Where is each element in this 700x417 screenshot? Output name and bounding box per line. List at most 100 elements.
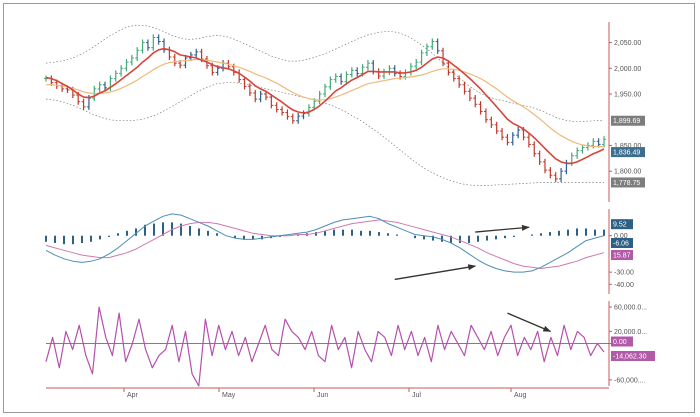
price-bar <box>559 168 564 182</box>
price-bar <box>344 71 349 85</box>
stock-indicator-chart: 2,050.00 2,000.00 1,950.00 1,850.00 1,800.00… <box>44 22 655 399</box>
upper-band-line <box>45 24 605 123</box>
volume-value-badge: -14,062.30 <box>611 351 655 361</box>
month-tick-label: Jun <box>317 392 328 399</box>
price-bar <box>355 67 360 77</box>
macd-value-badge: 15.87 <box>611 250 633 261</box>
price-bar <box>333 73 338 83</box>
price-bar <box>387 65 392 75</box>
chart-frame: 2,050.00 2,000.00 1,950.00 1,850.00 1,800.00… <box>3 3 695 413</box>
price-bar <box>162 38 167 53</box>
trend-arrow <box>475 224 530 233</box>
price-bar <box>505 134 510 146</box>
price-bar <box>602 136 606 148</box>
volume-value-badge: 0.00 <box>611 336 633 347</box>
price-bar <box>441 47 446 67</box>
price-bar <box>317 90 322 105</box>
macd-tick-label: -30.00 <box>614 270 634 277</box>
price-bar <box>510 132 515 146</box>
volume-oscillator-line <box>45 306 605 387</box>
price-bar <box>124 59 129 72</box>
price-bar <box>553 172 558 182</box>
price-bar <box>451 69 456 82</box>
volume-tick-label: 60,000.0... <box>614 305 647 312</box>
price-bar <box>81 98 86 110</box>
price-bar <box>489 116 494 128</box>
macd-line <box>45 213 605 273</box>
price-bar <box>564 159 569 175</box>
price-bar <box>376 68 381 80</box>
price-badge-box <box>611 147 645 158</box>
price-tick-label: 1,800.00 <box>614 169 641 176</box>
price-bar <box>151 34 156 51</box>
price-bar <box>135 47 140 62</box>
trend-arrow <box>394 264 477 281</box>
price-bar <box>301 110 306 120</box>
macd-tick-label: 0.00 <box>614 233 628 240</box>
price-bar <box>253 89 258 103</box>
price-bar <box>323 83 327 98</box>
price-bar <box>548 167 553 179</box>
slow-ma-line <box>46 58 604 148</box>
month-tick-label: Jul <box>412 392 421 399</box>
volume-panel: 60,000.0...20,000.0...0.00-60,000....0.0… <box>45 305 655 387</box>
lower-band-line <box>45 82 604 186</box>
price-bar <box>478 101 483 115</box>
price-tick-label: 2,000.00 <box>614 66 641 73</box>
price-badge-label: 1,778.75 <box>613 180 640 187</box>
price-bar <box>419 49 424 66</box>
price-value-badge: 1,836.49 <box>611 147 645 158</box>
price-tick-label: 1,850.00 <box>614 143 641 150</box>
price-bar <box>500 127 505 141</box>
macd-panel: 0.00 -30.00 -40.00 9.52 -6.06 15.87 <box>45 213 634 289</box>
macd-value-badge: 9.52 <box>611 219 633 230</box>
price-tick-label: 2,050.00 <box>614 40 641 47</box>
price-panel: 2,050.00 2,000.00 1,950.00 1,850.00 1,800.00… <box>44 24 645 188</box>
price-bar <box>156 34 161 45</box>
price-badge-label: 1,899.69 <box>613 118 640 125</box>
price-bar <box>145 39 150 51</box>
month-tick-label: May <box>222 392 236 399</box>
price-bar <box>494 121 499 135</box>
price-bar <box>172 53 177 67</box>
price-bar <box>339 73 344 85</box>
macd-badge-box <box>611 250 633 261</box>
price-bar <box>537 150 542 165</box>
price-bar <box>269 94 274 109</box>
price-badge-box <box>611 115 645 126</box>
price-bar <box>194 48 199 58</box>
price-bar <box>457 75 462 88</box>
macd-badge-box <box>611 219 633 230</box>
price-bar <box>274 102 279 113</box>
price-bar <box>242 76 247 90</box>
price-bar <box>167 46 172 61</box>
price-bar <box>435 38 440 54</box>
price-bar <box>349 67 354 78</box>
month-tick-label: Apr <box>127 392 139 399</box>
price-bar <box>119 65 124 77</box>
price-bar <box>263 90 268 101</box>
price-bar <box>306 104 311 117</box>
price-bar <box>382 68 387 80</box>
volume-badge-box <box>611 351 655 361</box>
price-bar <box>290 113 295 124</box>
price-bar <box>516 126 521 139</box>
price-bar <box>526 134 531 148</box>
price-bar <box>532 141 537 157</box>
price-value-badge: 1,899.69 <box>611 115 645 126</box>
price-bar <box>103 81 108 91</box>
price-bar <box>129 54 134 66</box>
price-bar <box>365 60 370 71</box>
price-bar <box>580 144 585 154</box>
macd-tick-label: -40.00 <box>614 282 634 289</box>
volume-badge-label: 0.00 <box>613 339 627 346</box>
volume-tick-label: -60,000.... <box>614 377 646 384</box>
macd-value-badge: -6.06 <box>611 238 633 248</box>
month-tick-label: Aug <box>514 392 527 399</box>
price-bar <box>140 39 145 54</box>
price-badge-label: 1,836.49 <box>613 150 640 157</box>
price-bar <box>296 113 301 124</box>
volume-tick-label: 20,000.0... <box>614 329 647 336</box>
price-bar <box>392 65 397 77</box>
volume-badge-box <box>611 336 633 347</box>
